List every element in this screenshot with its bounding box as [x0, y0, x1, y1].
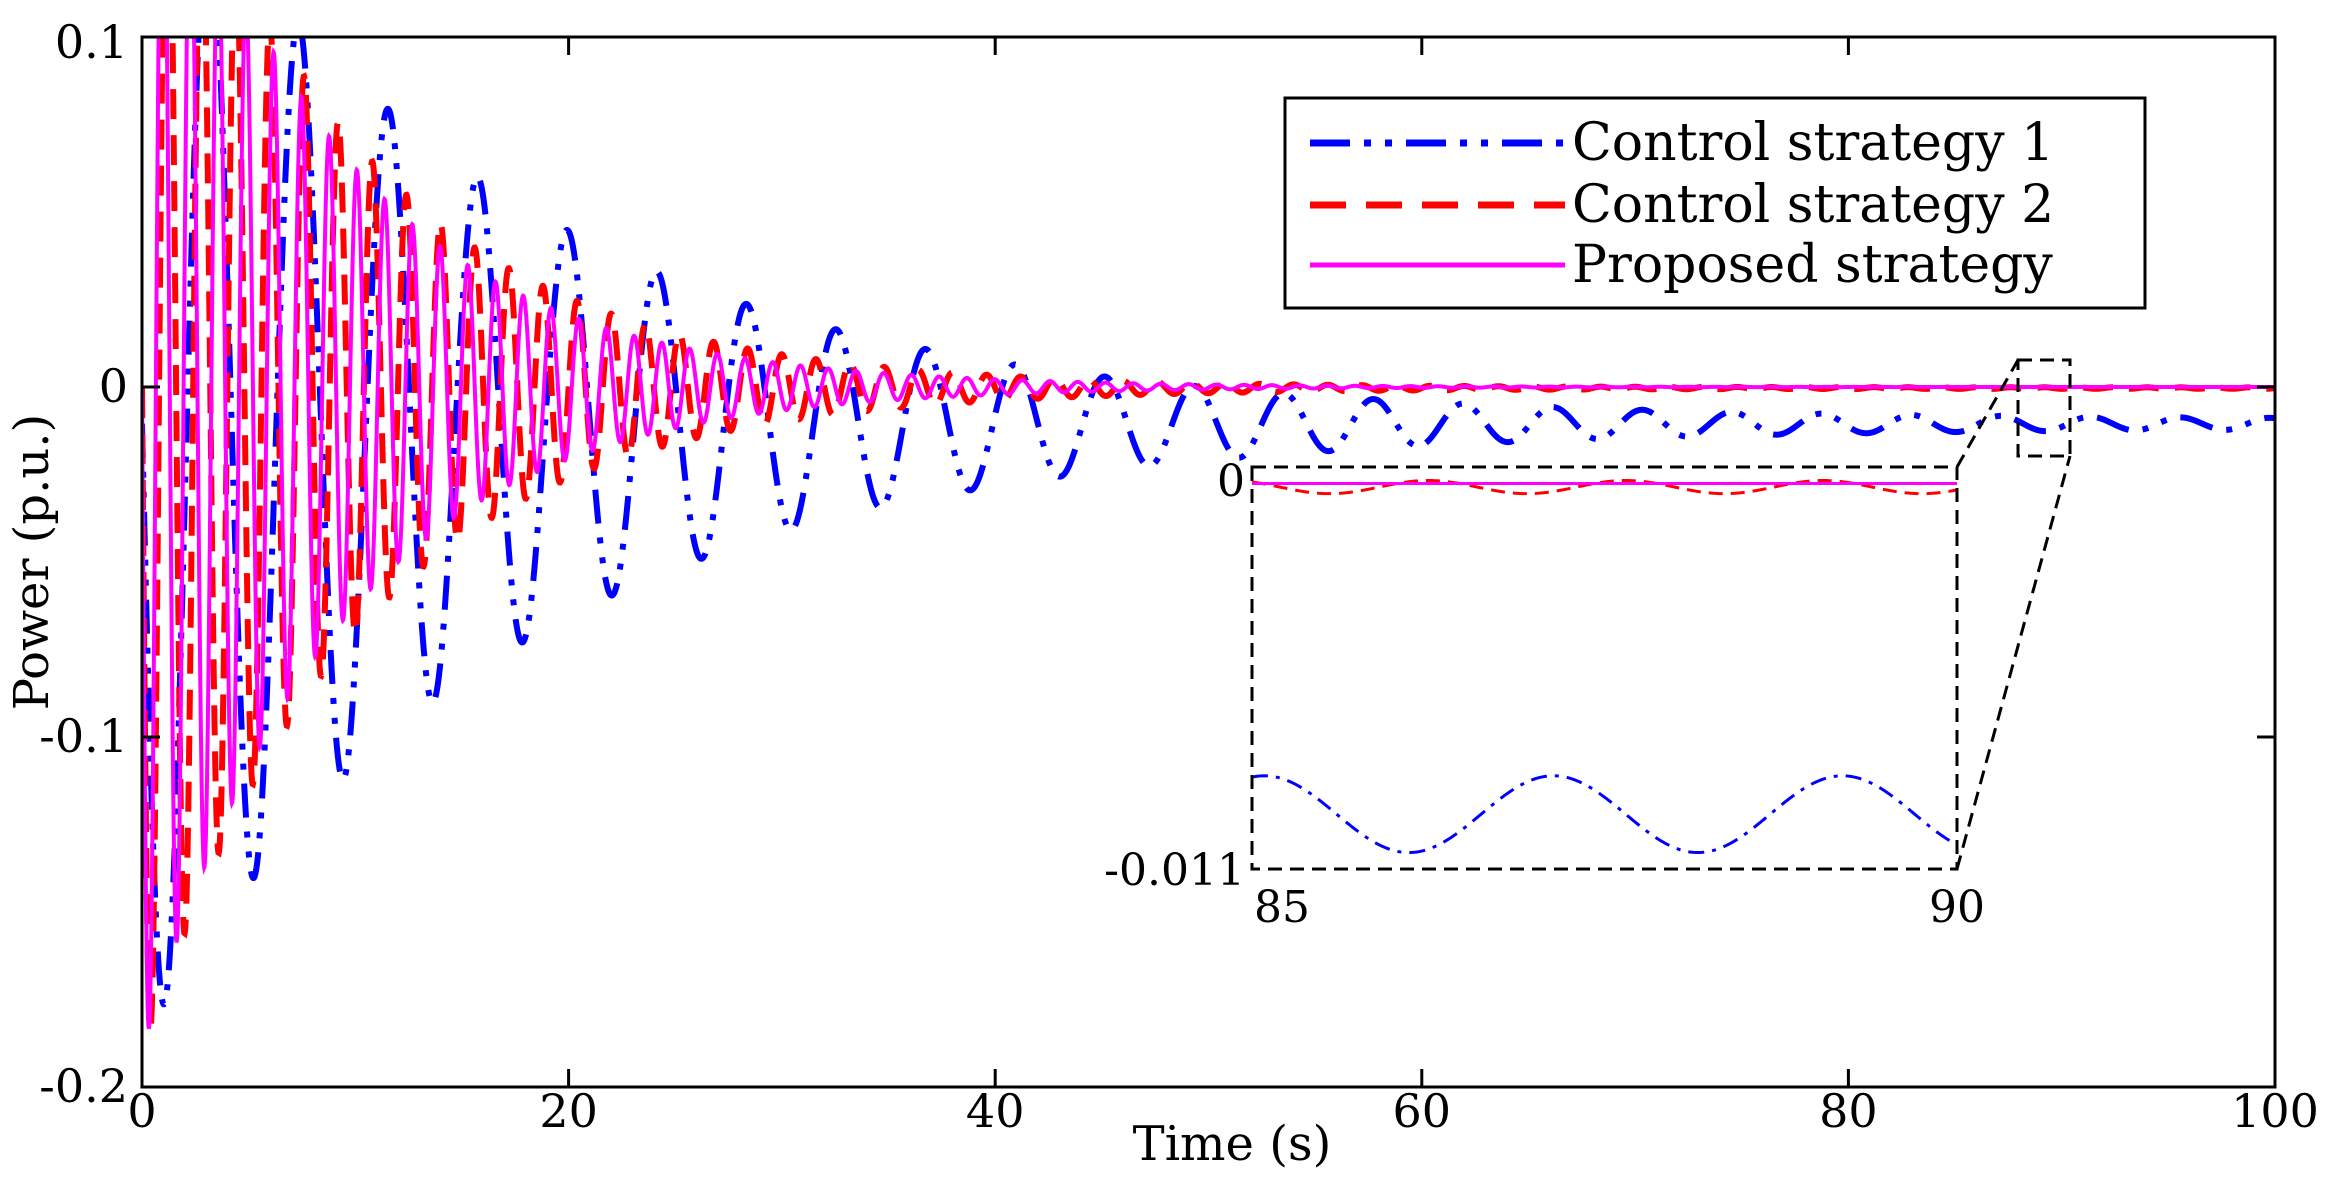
x-tick-label: 0	[127, 1084, 156, 1138]
inset-x-tick-label: 90	[1929, 882, 1985, 933]
x-tick-label: 80	[1819, 1084, 1878, 1138]
inset-background	[1252, 467, 1957, 869]
y-tick-labels: -0.2 -0.1 0 0.1	[39, 15, 128, 1113]
y-tick-label: 0	[99, 359, 128, 413]
x-tick-label: 40	[966, 1084, 1025, 1138]
inset-x-tick-label: 85	[1254, 882, 1310, 933]
axes-frame	[140, 35, 2277, 1089]
inset-series-line-control-strategy-1	[1251, 774, 1958, 855]
zoom-inset: 0 -0.011 85 90	[1104, 358, 2072, 933]
series-line-control-strategy-1	[142, 37, 2275, 1008]
inset-y-tick-label: 0	[1217, 456, 1245, 507]
x-tick-labels: 0 20 40 60 80 100	[127, 1084, 2319, 1138]
zoom-connector-bottom	[1955, 455, 2072, 870]
legend: Control strategy 1 Control strategy 2 Pr…	[1283, 96, 2147, 310]
inset-y-tick-label: -0.011	[1104, 845, 1245, 896]
y-axis-label: Power (p.u.)	[4, 414, 60, 711]
y-tick-label: -0.2	[39, 1059, 128, 1113]
x-tick-label: 60	[1393, 1084, 1452, 1138]
series-layer	[142, 37, 2275, 1034]
x-tick-label: 20	[539, 1084, 598, 1138]
y-tick-label: -0.1	[39, 709, 128, 763]
inset-series-layer	[1251, 479, 1958, 855]
inset-frame	[1250, 465, 1959, 871]
x-axis-label: Time (s)	[1133, 1116, 1332, 1172]
zoom-source-region	[2016, 358, 2072, 458]
series-line-proposed-strategy	[142, 37, 2275, 1030]
y-tick-label: 0.1	[55, 15, 128, 69]
legend-label-control-strategy-1: Control strategy 1	[1572, 113, 2054, 173]
legend-label-control-strategy-2: Control strategy 2	[1572, 175, 2054, 235]
x-tick-label: 100	[2231, 1084, 2319, 1138]
legend-label-proposed-strategy: Proposed strategy	[1572, 235, 2053, 295]
tick-layer	[140, 35, 2277, 1089]
